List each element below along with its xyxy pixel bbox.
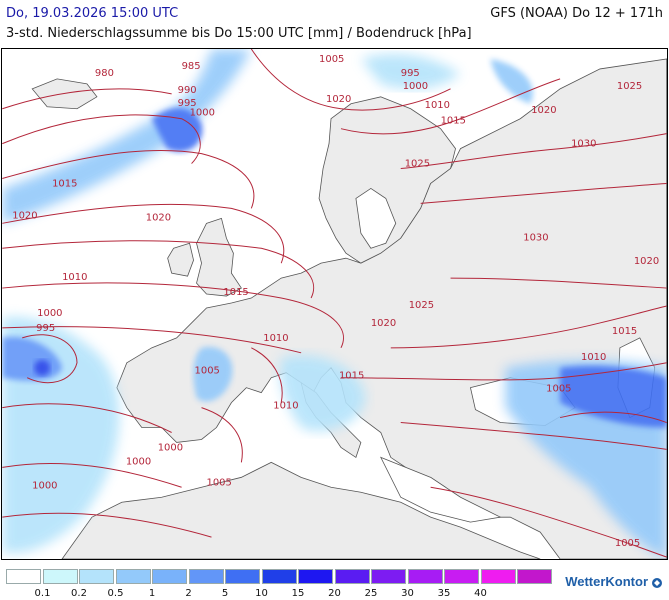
legend-swatch [79,569,114,584]
legend-value: 0.2 [71,588,87,599]
isobar-label: 1000 [190,108,215,119]
british-isles [196,217,242,297]
isobar-label: 1020 [12,210,37,221]
isobar-label: 1000 [158,442,183,453]
isobar-label: 1010 [273,401,298,412]
isobar-label: 1000 [126,456,151,467]
isobar-label: 1005 [207,477,232,488]
isobar-label: 1025 [409,300,434,311]
isobar-labels: 980 985 990 995 1000 1005 995 1000 1010 … [12,54,659,549]
isobar-label: 995 [36,323,55,334]
isobar-label: 1020 [146,212,171,223]
isobar-label: 1025 [617,81,642,92]
legend-value: 40 [474,588,487,599]
north-africa [61,461,541,559]
brand-logo: WetterKontor [565,574,663,589]
mediterranean-east [379,456,502,523]
isobar-label: 1015 [339,371,364,382]
isobar-label: 985 [182,61,201,72]
ireland [167,242,194,277]
isobar-label: 1015 [52,178,77,189]
legend-swatch [188,569,224,584]
legend-swatch [371,569,406,584]
weather-map: 980 985 990 995 1000 1005 995 1000 1010 … [1,48,668,560]
legend-value: 25 [364,588,378,599]
isobar-label: 1005 [546,384,571,395]
model-run: GFS (NOAA) Do 12 + 171h [490,6,663,21]
isobar-label: 1000 [403,81,428,92]
legend-swatch [517,569,552,584]
legend-value: 1 [148,588,156,599]
forecast-datetime: Do, 19.03.2026 15:00 UTC [6,6,179,21]
legend-value: 0.1 [34,588,51,599]
isobar-label: 1020 [531,105,556,116]
isobar-label: 1015 [612,326,637,337]
precipitation [2,49,667,559]
legend-value: 15 [291,588,305,599]
isobar-label: 1010 [62,272,87,283]
isobar-label: 1015 [223,287,248,298]
legend-swatch [115,569,151,584]
isobar-label: 1020 [371,318,396,329]
isobar-label: 1025 [405,159,430,170]
isobar-label: 995 [401,68,420,79]
legend-swatch [334,569,370,584]
legend-swatch [6,569,41,584]
legend-swatch [298,569,333,584]
isobar-label: 1000 [32,480,57,491]
isobar-label: 1010 [581,352,606,363]
legend-value: 35 [437,588,451,599]
legend-swatch [152,569,187,584]
legend-swatch [261,569,297,584]
isobar-label: 1005 [195,366,220,377]
legend-swatch [444,569,479,584]
legend-value: 30 [401,588,414,599]
brand-name: WetterKontor [565,574,648,589]
legend-value: 5 [221,588,229,599]
isobar-label: 1010 [425,100,450,111]
isobar-label: 1005 [319,54,344,65]
map-subtitle: 3-std. Niederschlagssumme bis Do 15:00 U… [6,26,472,41]
weather-logo-icon [652,577,662,588]
isobar-label: 995 [178,98,197,109]
legend-value: 2 [185,588,192,599]
legend-value: 0.5 [107,588,124,599]
isobar-label: 1030 [523,232,548,243]
legend-swatch [480,569,516,584]
isobar-label: 1020 [326,94,351,105]
legend-swatch [225,569,260,584]
isobar-label: 990 [178,85,197,96]
map-header: Do, 19.03.2026 15:00 UTC 3-std. Niedersc… [0,0,669,48]
isobar-label: 1010 [263,333,288,344]
isobar-label: 1005 [615,538,640,549]
legend-value: 20 [328,588,341,599]
isobar-label: 980 [95,68,114,79]
legend-value: 10 [255,588,268,599]
isobars [2,49,667,558]
isobar-label: 1020 [634,256,659,267]
isobar-label: 1000 [37,308,62,319]
legend-swatch [42,569,78,584]
baltic-sea [355,187,397,249]
legend-swatch [407,569,443,584]
isobar-label: 1015 [441,116,466,127]
isobar-label: 1030 [571,139,596,150]
